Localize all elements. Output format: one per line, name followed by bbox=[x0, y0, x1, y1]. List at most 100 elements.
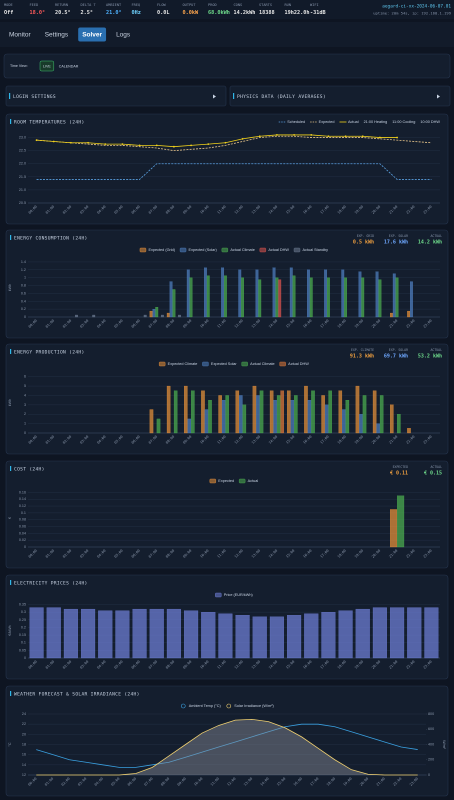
point bbox=[258, 135, 261, 138]
bar bbox=[252, 385, 257, 434]
x-tick-label: 02:00 bbox=[62, 549, 72, 559]
x-tick-label: 16:00 bbox=[302, 660, 312, 670]
x-tick-label: 08:00 bbox=[165, 660, 175, 670]
bar bbox=[187, 418, 192, 434]
x-tick-label: 19:00 bbox=[354, 660, 364, 670]
chart-card bbox=[5, 460, 449, 569]
expand-arrow[interactable] bbox=[437, 94, 440, 99]
expand-arrow[interactable] bbox=[213, 94, 216, 99]
bar bbox=[206, 275, 210, 318]
x-tick-label: 15:00 bbox=[285, 205, 295, 215]
point bbox=[155, 144, 158, 147]
x-tick-label: 22:00 bbox=[405, 205, 415, 215]
tab[interactable]: Solver bbox=[82, 32, 102, 39]
section-title[interactable]: LOGIN SETTINGS bbox=[13, 94, 56, 100]
stat-value: 69.7 kWh bbox=[384, 354, 408, 360]
x-tick-label: 08:00 bbox=[165, 205, 175, 215]
x-tick-label: 19:00 bbox=[343, 777, 353, 787]
x-tick-label: 01:00 bbox=[45, 319, 55, 329]
tab[interactable]: Settings bbox=[45, 32, 69, 39]
section-panel[interactable] bbox=[229, 85, 451, 107]
bar bbox=[390, 312, 393, 318]
bar bbox=[304, 385, 308, 434]
x-tick-label: 21:00 bbox=[388, 435, 398, 445]
line bbox=[36, 723, 418, 768]
y2-axis-label: W/m² bbox=[442, 740, 446, 750]
title-accent bbox=[10, 580, 12, 585]
x-tick-label: 22:00 bbox=[392, 777, 402, 787]
x-tick-label: 02:00 bbox=[62, 660, 72, 670]
tab[interactable]: Logs bbox=[116, 32, 131, 39]
time-view-option[interactable]: LIVE bbox=[43, 64, 51, 68]
bar bbox=[309, 277, 313, 318]
x-tick-label: 18:00 bbox=[337, 660, 347, 670]
x-tick-label: 16:00 bbox=[302, 435, 312, 445]
x-tick-label: 20:00 bbox=[371, 319, 381, 329]
legend-label: Actual bbox=[248, 479, 259, 483]
bar bbox=[372, 390, 377, 434]
section-panel[interactable] bbox=[5, 85, 227, 107]
x-tick-label: 21:00 bbox=[388, 660, 398, 670]
x-tick-label: 07:00 bbox=[148, 319, 158, 329]
y-tick-label: 0.1 bbox=[21, 641, 26, 645]
x-tick-label: 22:00 bbox=[405, 660, 415, 670]
x-tick-label: 03:00 bbox=[79, 319, 89, 329]
time-view-option-bg[interactable] bbox=[39, 60, 55, 72]
title-accent bbox=[10, 235, 12, 240]
y-tick-label: 1.4 bbox=[21, 260, 26, 264]
x-tick-label: 18:00 bbox=[337, 549, 347, 559]
bar bbox=[189, 277, 193, 318]
bar bbox=[338, 610, 353, 659]
bar bbox=[184, 610, 199, 659]
bar bbox=[173, 390, 178, 434]
y2-tick-label: 0 bbox=[428, 773, 430, 777]
legend: Expected Actual bbox=[209, 478, 259, 483]
x-tick-label: 12:00 bbox=[234, 660, 244, 670]
x-tick-label: 12:00 bbox=[234, 549, 244, 559]
section-title[interactable]: PHYSICS DATA (DAILY AVERAGES) bbox=[237, 94, 326, 100]
time-view-option[interactable]: CALENDAR bbox=[59, 64, 79, 68]
bar bbox=[424, 607, 439, 659]
legend-label: Ambient Temp (°C) bbox=[189, 704, 222, 708]
line bbox=[36, 163, 432, 180]
x-tick-label: 23:00 bbox=[423, 205, 433, 215]
legend-note: 10:00 DHW bbox=[420, 120, 440, 124]
legend-label: Expected (Solar) bbox=[189, 248, 218, 252]
y-tick-label: 0.16 bbox=[19, 490, 26, 494]
x-tick-label: 08:00 bbox=[165, 319, 175, 329]
x-tick-label: 03:00 bbox=[79, 549, 89, 559]
chart-card bbox=[5, 685, 449, 797]
chart-title: ROOM TEMPERATURES (24H) bbox=[14, 119, 85, 125]
point bbox=[327, 135, 330, 138]
y-tick-label: 0.25 bbox=[19, 618, 26, 622]
legend-label: Actual Climate bbox=[250, 362, 274, 366]
y-tick-label: 0.14 bbox=[19, 497, 26, 501]
y-tick-label: 1.2 bbox=[21, 268, 26, 272]
point bbox=[104, 143, 107, 145]
tab-bg[interactable] bbox=[78, 27, 107, 42]
time-view-label: Time View: bbox=[10, 64, 28, 68]
x-tick-label: 14:00 bbox=[268, 660, 278, 670]
legend-swatch bbox=[221, 247, 229, 253]
x-tick-label: 11:00 bbox=[217, 549, 227, 559]
bar bbox=[156, 418, 161, 434]
bar bbox=[304, 613, 319, 659]
y-tick-label: 0.02 bbox=[19, 538, 26, 542]
bar bbox=[149, 608, 164, 659]
x-tick-label: 04:00 bbox=[96, 205, 106, 215]
x-tick-label: 05:00 bbox=[114, 435, 124, 445]
status-label: WIFI bbox=[310, 3, 319, 7]
legend-swatch bbox=[259, 247, 267, 253]
bar bbox=[324, 269, 328, 318]
x-tick-label: 01:00 bbox=[45, 205, 55, 215]
x-tick-label: 23:00 bbox=[409, 777, 419, 787]
legend-label: Solar Irradiance (W/m²) bbox=[234, 704, 274, 708]
bar bbox=[395, 277, 399, 318]
x-tick-label: 17:00 bbox=[320, 205, 330, 215]
x-tick-label: 14:00 bbox=[268, 205, 278, 215]
y-tick-label: 3 bbox=[24, 403, 26, 407]
tab[interactable]: Monitor bbox=[9, 32, 32, 39]
status-bar bbox=[0, 0, 454, 19]
bar bbox=[235, 615, 250, 659]
point bbox=[344, 135, 347, 138]
